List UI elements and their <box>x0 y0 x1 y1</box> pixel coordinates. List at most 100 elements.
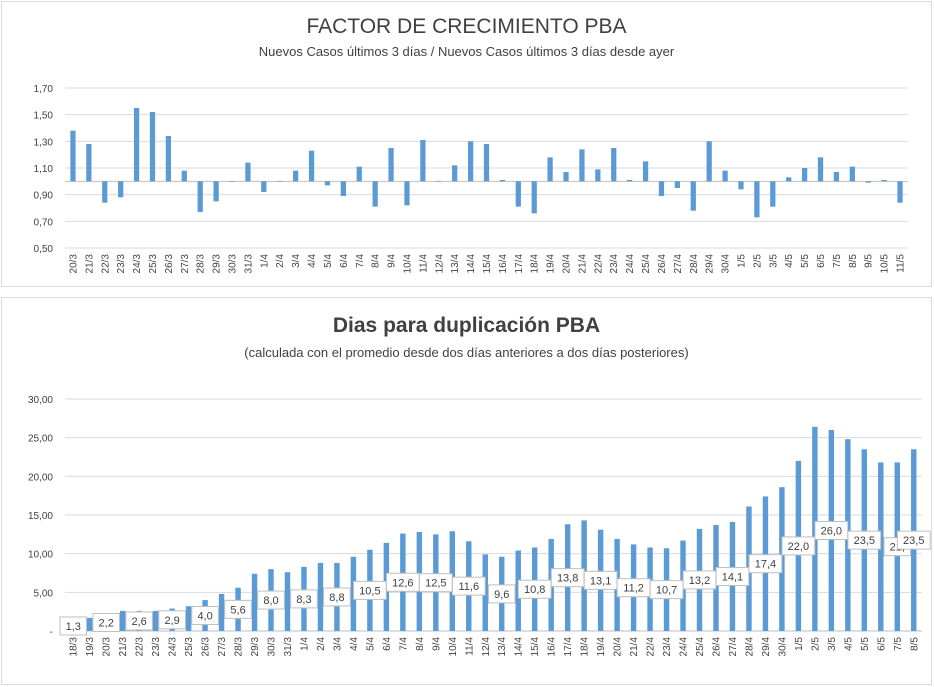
growth-factor-chart: 0,50 0,70 0,90 1,10 1,30 1,50 1,70 20/3 21/3 22/3… <box>34 84 908 274</box>
data-label: 13,8 <box>550 568 585 588</box>
data-label: 26,0 <box>814 520 849 540</box>
chart-title: FACTOR DE CRECIMIENTO PBA <box>306 15 627 38</box>
x-tick-label: 22/4 <box>646 637 657 657</box>
data-label-box <box>781 536 816 556</box>
data-label-text: 12,5 <box>425 578 446 590</box>
x-tick-label: 24/3 <box>132 254 143 274</box>
data-label: 17,4 <box>748 554 783 574</box>
x-tick-label: 23/3 <box>151 637 162 657</box>
x-tick-label: 30/3 <box>228 254 239 274</box>
x-tick-label: 7/5 <box>893 637 904 651</box>
x-tick-label: 22/3 <box>135 637 146 657</box>
data-label-text: 10,5 <box>359 585 380 597</box>
data-label: 2,2 <box>92 612 121 632</box>
data-label: 4,0 <box>191 606 219 626</box>
x-tick-label: 1/4 <box>259 254 270 268</box>
x-tick-label: 5/4 <box>365 637 376 651</box>
data-label: 11,2 <box>616 578 651 598</box>
bar <box>356 166 362 182</box>
bar <box>547 157 553 182</box>
data-label: 23,5 <box>847 530 882 550</box>
data-label-box <box>224 599 252 619</box>
bar <box>70 130 76 182</box>
data-label: 8,8 <box>323 587 351 607</box>
x-tick-label: 9/5 <box>864 254 875 268</box>
data-label-text: 23,5 <box>854 535 875 547</box>
data-label-box <box>125 611 153 631</box>
bar <box>86 144 92 182</box>
x-tick-label: 16/4 <box>547 637 558 657</box>
x-tick-label: 14/4 <box>466 254 477 274</box>
data-label: 9,6 <box>487 584 516 604</box>
data-label: 14,1 <box>715 566 750 586</box>
x-tick-label: 30/3 <box>267 637 278 657</box>
x-tick-label: 30/4 <box>777 637 788 657</box>
data-label-text: 17,4 <box>755 559 776 571</box>
bar <box>102 181 108 203</box>
x-tick-label: 21/4 <box>577 254 588 274</box>
data-label-text: 2,9 <box>164 615 179 627</box>
data-label-text: 13,1 <box>590 575 611 587</box>
data-label: 23,5 <box>896 530 931 550</box>
bar <box>658 181 665 196</box>
x-tick-label: 1/5 <box>794 637 805 651</box>
data-label: 11,6 <box>451 576 486 596</box>
x-tick-label: 31/3 <box>243 254 254 274</box>
x-tick-label: 20/3 <box>102 637 113 657</box>
data-label: 10,5 <box>352 580 387 600</box>
bar <box>118 181 124 198</box>
x-tick-label: 25/4 <box>695 637 706 657</box>
x-tick-label: 27/3 <box>217 637 228 657</box>
data-label-text: 8,8 <box>329 592 344 604</box>
x-tick-label: 23/3 <box>116 254 127 274</box>
x-tick-label: 13/4 <box>450 254 461 274</box>
x-tick-label: 29/4 <box>761 637 772 657</box>
x-tick-label: 16/4 <box>498 254 509 274</box>
x-tick-label: 5/4 <box>323 254 334 268</box>
data-label-text: 11,2 <box>623 583 644 595</box>
x-tick-label: 2/4 <box>275 254 286 268</box>
x-tick-label: 8/4 <box>415 637 426 651</box>
bar <box>627 180 633 182</box>
data-label-box <box>92 612 121 632</box>
bar <box>579 149 585 182</box>
x-tick-label: 28/3 <box>196 254 207 274</box>
x-tick-label: 23/4 <box>609 254 620 274</box>
bar <box>674 181 680 188</box>
bar <box>611 148 617 182</box>
data-label: 13,1 <box>583 570 618 590</box>
bar <box>786 177 792 182</box>
bar <box>770 181 776 207</box>
growth-factor-chart-panel: FACTOR DE CRECIMIENTO PBA Nuevos Casos ú… <box>1 1 932 287</box>
data-label-text: 2,6 <box>132 616 147 628</box>
bar <box>515 181 521 207</box>
data-label-box <box>649 580 684 600</box>
x-tick-label: 25/3 <box>184 637 195 657</box>
x-tick-label: 19/3 <box>85 637 96 657</box>
y-tick-label: 20,00 <box>28 472 53 483</box>
bar <box>293 170 299 182</box>
data-label: 1,3 <box>59 616 88 636</box>
y-tick-label: 15,00 <box>28 511 53 522</box>
bar <box>642 161 649 182</box>
x-tick-label: 29/3 <box>212 254 223 274</box>
data-label: 13,2 <box>682 570 717 590</box>
x-tick-label: 22/4 <box>593 254 604 274</box>
x-tick-label: 7/5 <box>832 254 843 268</box>
chart-subtitle: Nuevos Casos últimos 3 días / Nuevos Cas… <box>258 44 675 59</box>
data-label-text: 22,0 <box>788 541 809 553</box>
x-tick-label: 20/3 <box>68 254 79 274</box>
bar <box>277 181 283 182</box>
x-tick-label: 25/4 <box>641 254 652 274</box>
x-tick-label: 29/3 <box>250 637 261 657</box>
bar <box>420 140 426 182</box>
x-tick-label: 21/3 <box>118 637 129 657</box>
x-tick-label: 14/4 <box>514 637 525 657</box>
x-tick-label: 24/4 <box>679 637 690 657</box>
x-tick-label: 4/5 <box>843 637 854 651</box>
y-tick-label: 0,70 <box>34 217 54 228</box>
x-tick-label: 31/3 <box>283 637 294 657</box>
x-tick-label: 6/4 <box>382 637 393 651</box>
bar <box>706 141 712 182</box>
x-tick-label: 18/4 <box>530 254 541 274</box>
